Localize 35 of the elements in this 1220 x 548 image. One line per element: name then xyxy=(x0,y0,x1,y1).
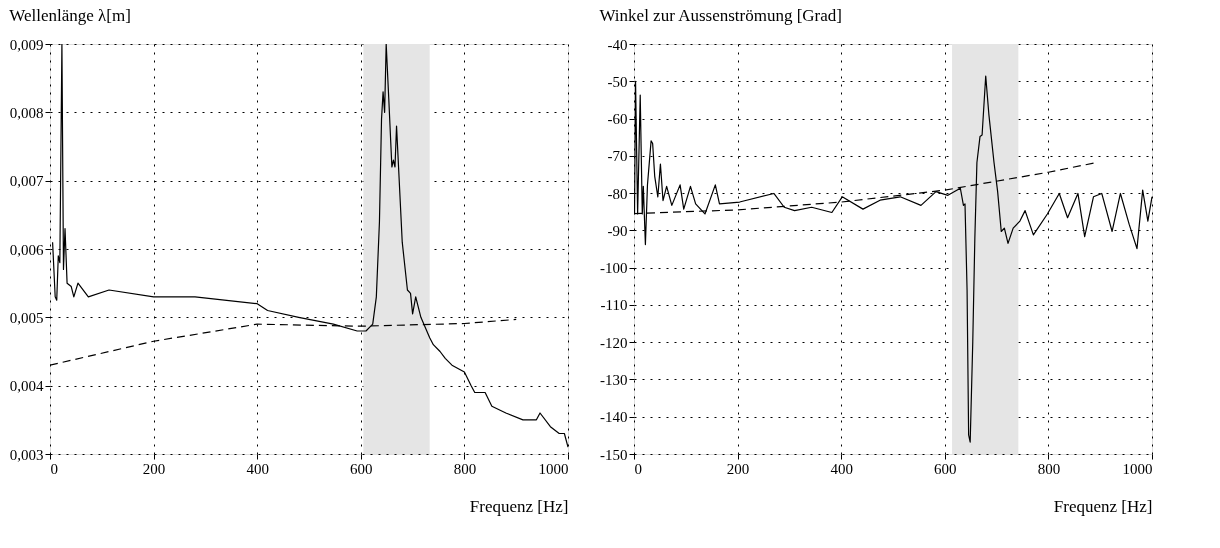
y-tick-label: -90 xyxy=(607,222,628,239)
x-tick-label: 0 xyxy=(50,460,58,477)
y-tick-label: -120 xyxy=(600,334,628,351)
x-tick-label: 200 xyxy=(726,460,750,477)
x-tick-label: 1000 xyxy=(538,460,569,477)
x-tick-label: 200 xyxy=(142,460,166,477)
x-axis-title: Frequenz [Hz] xyxy=(469,496,569,516)
y-tick-label: -110 xyxy=(600,297,628,314)
y-tick-label: 0,003 xyxy=(9,446,44,463)
y-tick-label: -80 xyxy=(607,185,628,202)
x-tick-label: 0 xyxy=(634,460,642,477)
y-tick-label: -140 xyxy=(600,409,628,426)
y-tick-label: 0,006 xyxy=(9,241,44,258)
x-tick-label: 800 xyxy=(1037,460,1061,477)
x-tick-label: 600 xyxy=(350,460,373,477)
chart-title: Winkel zur Aussenströmung [Grad] xyxy=(599,6,842,25)
y-tick-label: 0,008 xyxy=(9,104,44,121)
y-tick-label: 0,007 xyxy=(9,173,44,190)
y-tick-label: -50 xyxy=(607,73,628,90)
y-tick-label: 0,009 xyxy=(9,36,44,53)
y-tick-label: -60 xyxy=(607,111,628,128)
y-tick-label: -70 xyxy=(607,148,628,165)
y-tick-label: 0,004 xyxy=(9,378,44,395)
x-tick-label: 400 xyxy=(246,460,269,477)
x-tick-label: 1000 xyxy=(1122,460,1153,477)
y-tick-label: 0,005 xyxy=(9,309,44,326)
y-tick-label: -40 xyxy=(607,36,628,53)
x-tick-label: 400 xyxy=(830,460,853,477)
x-tick-label: 800 xyxy=(453,460,477,477)
x-tick-label: 600 xyxy=(934,460,957,477)
x-axis-title: Frequenz [Hz] xyxy=(1053,496,1153,516)
y-tick-label: -130 xyxy=(600,371,628,388)
y-tick-label: -150 xyxy=(600,446,628,463)
y-tick-label: -100 xyxy=(600,260,628,277)
chart-title: Wellenlänge λ[m] xyxy=(9,6,131,25)
